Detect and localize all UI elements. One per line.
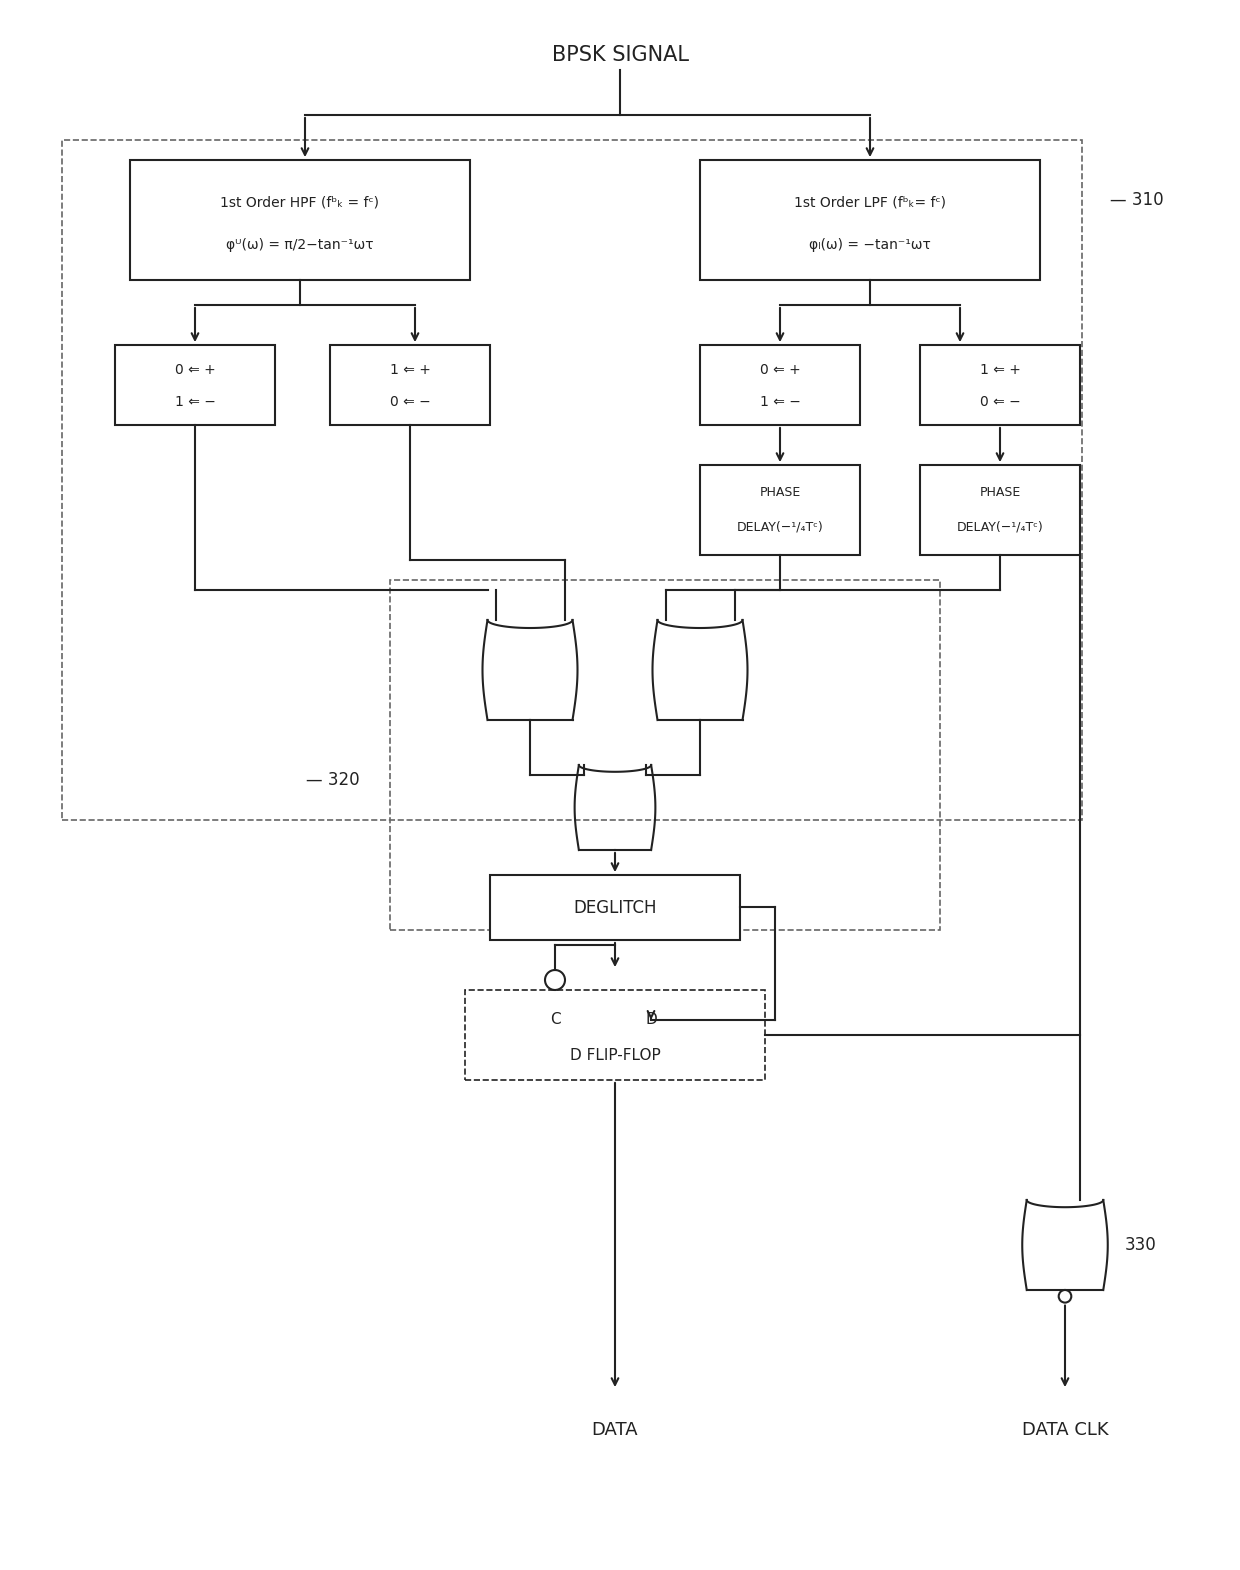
Text: 1 ⇐ +: 1 ⇐ +: [980, 363, 1021, 377]
Text: 0 ⇐ −: 0 ⇐ −: [389, 396, 430, 410]
Text: 0 ⇐ +: 0 ⇐ +: [760, 363, 800, 377]
Bar: [465, 991, 765, 1080]
Text: — 320: — 320: [306, 771, 360, 790]
Text: C: C: [549, 1013, 560, 1027]
Circle shape: [1059, 1291, 1071, 1303]
Bar: [920, 465, 1080, 556]
Bar: [490, 874, 740, 940]
Text: DEGLITCH: DEGLITCH: [573, 900, 657, 917]
Text: D: D: [645, 1013, 657, 1027]
Bar: [701, 345, 861, 425]
Bar: [115, 345, 275, 425]
Text: 1 ⇐ +: 1 ⇐ +: [389, 363, 430, 377]
Text: 0 ⇐ −: 0 ⇐ −: [980, 396, 1021, 410]
Text: PHASE: PHASE: [759, 487, 801, 499]
Bar: [330, 345, 490, 425]
Text: 1st Order LPF (fᵇₖ= fᶜ): 1st Order LPF (fᵇₖ= fᶜ): [794, 195, 946, 209]
Text: 330: 330: [1125, 1236, 1157, 1254]
Text: — 310: — 310: [1110, 192, 1163, 209]
Text: DELAY(−¹/₄Tᶜ): DELAY(−¹/₄Tᶜ): [737, 521, 823, 534]
Text: DATA: DATA: [591, 1421, 639, 1440]
Bar: [920, 345, 1080, 425]
Bar: [391, 579, 940, 929]
Bar: [62, 140, 1083, 820]
Text: BPSK SIGNAL: BPSK SIGNAL: [552, 46, 688, 64]
Text: DELAY(−¹/₄Tᶜ): DELAY(−¹/₄Tᶜ): [956, 521, 1043, 534]
Text: 0 ⇐ +: 0 ⇐ +: [175, 363, 216, 377]
Text: 1 ⇐ −: 1 ⇐ −: [175, 396, 216, 410]
Bar: [130, 160, 470, 279]
Text: PHASE: PHASE: [980, 487, 1021, 499]
Text: φᵁ(ω) = π/2−tan⁻¹ωτ: φᵁ(ω) = π/2−tan⁻¹ωτ: [226, 239, 373, 253]
Text: 1 ⇐ −: 1 ⇐ −: [760, 396, 801, 410]
Text: φₗ(ω) = −tan⁻¹ωτ: φₗ(ω) = −tan⁻¹ωτ: [810, 239, 931, 253]
Text: 1st Order HPF (fᵇₖ = fᶜ): 1st Order HPF (fᵇₖ = fᶜ): [221, 195, 379, 209]
Bar: [701, 160, 1040, 279]
Text: D FLIP-FLOP: D FLIP-FLOP: [569, 1047, 661, 1063]
Text: DATA CLK: DATA CLK: [1022, 1421, 1109, 1440]
Bar: [701, 465, 861, 556]
